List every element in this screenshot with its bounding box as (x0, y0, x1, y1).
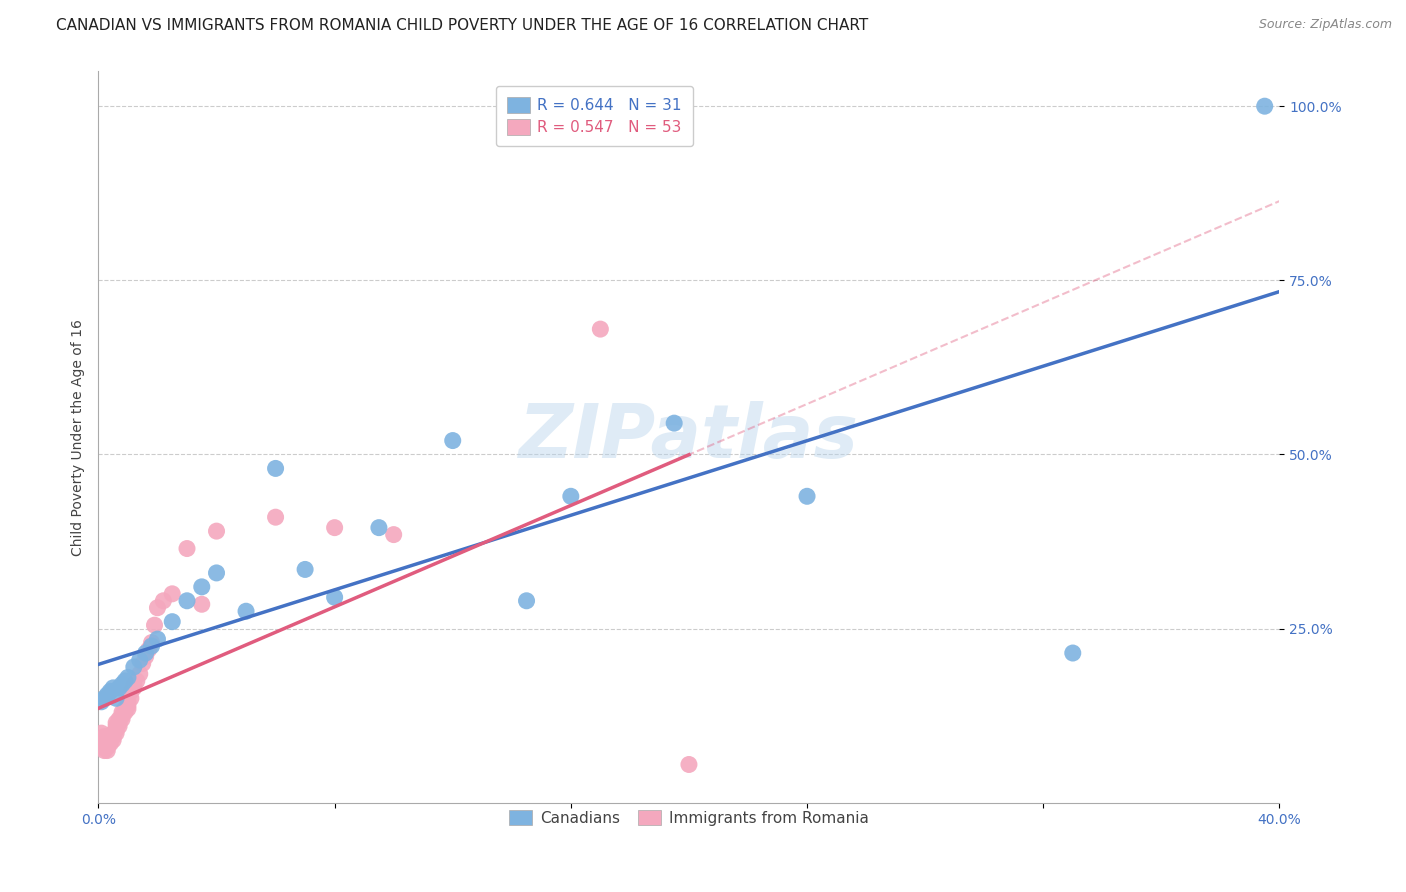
Point (96, 733, 118, 747)
Point (152, 594, 174, 608)
Point (678, 757, 700, 772)
Point (141, 635, 163, 649)
Point (294, 562, 316, 576)
Point (138, 642, 160, 657)
Point (589, 322, 612, 336)
Point (264, 510, 287, 524)
Point (796, 489, 818, 503)
Point (135, 649, 157, 664)
Point (103, 733, 125, 747)
Point (111, 712, 134, 726)
Point (96, 743, 118, 757)
Text: CANADIAN VS IMMIGRANTS FROM ROMANIA CHILD POVERTY UNDER THE AGE OF 16 CORRELATIO: CANADIAN VS IMMIGRANTS FROM ROMANIA CHIL… (56, 18, 869, 33)
Text: ZIPatlas: ZIPatlas (519, 401, 859, 474)
Point (111, 708, 134, 723)
Point (191, 597, 214, 611)
Point (103, 681, 125, 695)
Point (205, 566, 228, 580)
Point (323, 591, 346, 605)
Point (176, 594, 198, 608)
Point (120, 684, 142, 698)
Point (90, 726, 112, 740)
Point (98, 733, 121, 747)
Point (120, 691, 142, 706)
Point (205, 524, 228, 538)
Point (143, 618, 166, 632)
Point (103, 726, 125, 740)
Point (98, 730, 121, 744)
Point (235, 604, 257, 618)
Point (122, 677, 145, 691)
Point (96, 737, 118, 751)
Point (93, 691, 115, 706)
Point (117, 695, 139, 709)
Point (132, 657, 155, 671)
Point (117, 670, 139, 684)
Point (162, 587, 183, 601)
Point (141, 639, 163, 653)
Point (90, 695, 112, 709)
Point (368, 521, 391, 535)
Point (1254, 99, 1277, 113)
Point (560, 489, 582, 503)
Point (441, 434, 464, 448)
Point (114, 673, 136, 688)
Point (323, 521, 346, 535)
Point (103, 730, 125, 744)
Point (146, 632, 169, 646)
Point (117, 698, 139, 713)
Point (93, 730, 115, 744)
Point (105, 723, 128, 737)
Point (98, 737, 121, 751)
Point (176, 541, 198, 556)
Point (117, 702, 139, 716)
Point (382, 527, 405, 541)
Point (125, 673, 148, 688)
Point (264, 461, 287, 475)
Point (96, 688, 118, 702)
Point (146, 600, 169, 615)
Point (111, 677, 134, 691)
Point (114, 705, 136, 719)
Point (105, 726, 128, 740)
Point (90, 733, 112, 747)
Point (108, 715, 131, 730)
Point (122, 660, 145, 674)
Point (191, 580, 214, 594)
Point (111, 705, 134, 719)
Point (105, 715, 128, 730)
Point (90, 740, 112, 755)
Point (516, 594, 538, 608)
Point (122, 681, 145, 695)
Point (128, 653, 150, 667)
Point (128, 667, 150, 681)
Point (114, 702, 136, 716)
Point (105, 691, 128, 706)
Point (108, 719, 131, 733)
Point (108, 681, 131, 695)
Point (96, 740, 118, 755)
Point (1062, 646, 1084, 660)
Point (162, 615, 183, 629)
Legend: Canadians, Immigrants from Romania: Canadians, Immigrants from Romania (503, 804, 875, 831)
Point (93, 737, 115, 751)
Point (135, 646, 157, 660)
Text: Source: ZipAtlas.com: Source: ZipAtlas.com (1258, 18, 1392, 31)
Point (93, 743, 115, 757)
Point (108, 712, 131, 726)
Point (98, 684, 121, 698)
Point (664, 416, 686, 430)
Y-axis label: Child Poverty Under the Age of 16: Child Poverty Under the Age of 16 (70, 318, 84, 556)
Point (105, 719, 128, 733)
